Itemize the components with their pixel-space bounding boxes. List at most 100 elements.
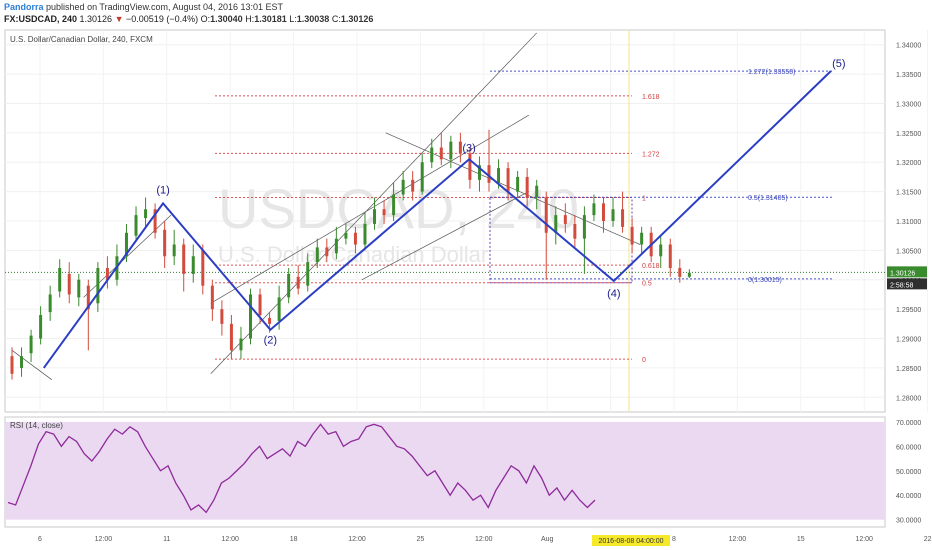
chart-title: U.S. Dollar/Canadian Dollar, 240, FXCM [10,35,153,44]
countdown-tag [887,278,927,290]
candle-body [58,268,62,292]
candle-body [239,338,243,351]
candle-body [48,294,52,313]
x-tick-label: 15 [797,536,805,543]
candle-body [96,268,100,304]
wave-label: (3) [462,142,475,154]
projection-level-label: 1.272(1.33550) [748,69,795,76]
wave-label: (2) [264,335,277,347]
candle-body [468,153,472,180]
trend-channel-line [11,350,52,380]
published-text: published on TradingView.com, August 04,… [46,2,284,12]
low-value: 1.30038 [296,14,330,24]
candle-body [411,179,415,192]
candle-body [86,285,90,310]
rsi-y-tick-label: 30.0000 [896,518,921,525]
candle-body [497,168,501,183]
chart-header: Pandorra published on TradingView.com, A… [0,0,932,30]
candle-body [210,285,214,310]
candle-body [563,215,567,224]
fib-level-label: 0.618 [642,263,660,270]
candle-body [477,165,481,180]
candle-body [182,244,186,274]
wave-label: (4) [607,288,620,300]
x-tick-label: 12:00 [855,536,873,543]
x-tick-label: 12:00 [221,536,239,543]
candle-body [249,294,252,339]
rsi-title: RSI (14, close) [10,421,63,430]
date-highlight-label: 2016-08-08 04:00:00 [599,538,664,545]
projection-level-label: 0.5(1.31405) [748,195,788,202]
candle-body [573,223,577,239]
candle-body [315,247,319,263]
y-tick-label: 1.31000 [896,219,921,226]
x-tick-label: 12:00 [475,536,493,543]
candle-body [535,185,539,198]
fib-level-label: 1 [642,195,646,202]
candle-body [353,232,357,245]
open-label: O: [200,14,211,24]
trend-channel-line [385,132,641,245]
candle-body [268,317,272,324]
fib-level-label: 0.5 [642,281,652,288]
candle-body [449,141,453,160]
x-tick-label: 18 [290,536,298,543]
candle-body [220,309,224,324]
rsi-band [5,421,885,520]
x-tick-label: 12:00 [729,536,747,543]
projection-level-label: 0(1.30015) [748,277,782,284]
watermark-symbol: USDCAD, 240 [218,177,579,240]
candle-body [659,244,663,257]
fib-level-label: 1.272 [642,151,660,158]
candle-body [458,141,462,154]
high-label: H: [245,14,255,24]
candle-body [296,276,300,289]
candle-body [678,268,682,277]
candle-body [277,297,281,321]
rsi-y-tick-label: 70.0000 [896,420,921,427]
close-label: C: [331,14,341,24]
rsi-y-tick-label: 40.0000 [896,493,921,500]
candle-body [420,162,424,192]
candle-body [382,209,386,216]
elliott-wave-path [42,70,832,369]
candle-body [334,238,338,254]
candle-body [621,209,625,227]
candle-body [487,165,491,183]
candle-body [363,223,367,245]
x-tick-label: 6 [38,536,42,543]
y-tick-label: 1.32000 [896,160,921,167]
y-tick-label: 1.29500 [896,307,921,314]
y-tick-label: 1.30500 [896,248,921,255]
candle-body [392,194,396,216]
candle-body [105,268,109,280]
publish-line: Pandorra published on TradingView.com, A… [4,2,283,12]
candle-body [544,197,548,233]
rsi-line [7,423,596,514]
x-tick-label: 22 [924,536,932,543]
candle-body [153,209,157,233]
candle-body [325,247,329,257]
countdown-text: 2:58:58 [890,282,913,289]
candle-body [201,250,205,286]
trend-channel-line [210,114,529,304]
x-tick-label: 11 [163,536,170,543]
price-tag [887,266,927,278]
y-tick-label: 1.33000 [896,101,921,108]
x-tick-label: 12:00 [95,536,113,543]
y-tick-label: 1.31500 [896,190,921,197]
candle-body [430,147,434,163]
y-tick-label: 1.34000 [896,43,921,50]
author-link[interactable]: Pandorra [4,2,44,12]
candle-body [144,209,148,219]
low-label: L: [289,14,297,24]
watermark-name: U.S. Dollar/Canadian Dollar [218,242,488,267]
rsi-y-tick-label: 50.0000 [896,469,921,476]
close-value: 1.30126 [340,14,374,24]
candle-body [306,262,310,286]
candle-body [67,273,71,295]
price-tag-text: 1.30126 [890,270,915,277]
x-tick-label: 25 [417,536,425,543]
x-tick-label: Aug [541,536,554,543]
